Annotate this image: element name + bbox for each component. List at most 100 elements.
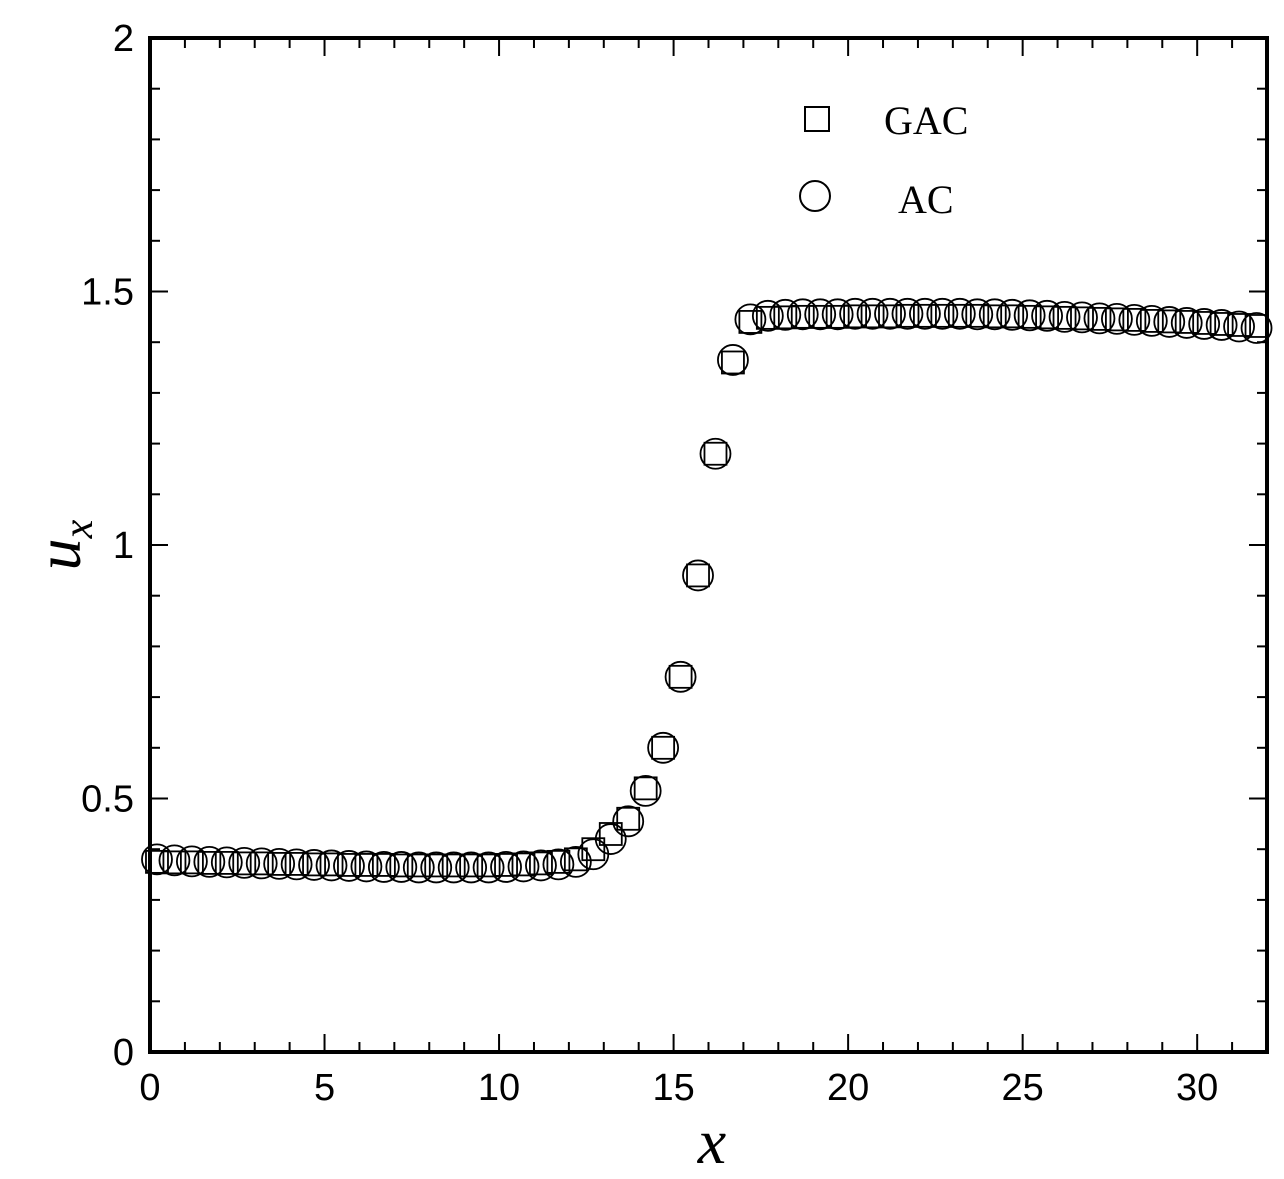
svg-text:ux: ux [23, 519, 102, 570]
x-tick-label: 25 [1002, 1067, 1044, 1109]
gac-point [267, 852, 292, 876]
gac-point [546, 849, 571, 874]
ac-point [769, 298, 802, 331]
ac-point [909, 297, 941, 330]
ac-point [786, 298, 819, 331]
ac-point [839, 297, 872, 330]
y-axis-title-group: ux [23, 519, 102, 570]
ac-point [751, 299, 784, 332]
x-tick-label: 20 [827, 1067, 869, 1109]
legend-marker-ac [799, 180, 831, 212]
gac-point [424, 853, 449, 878]
ac-point [1083, 302, 1116, 335]
gac-point [476, 853, 501, 878]
y-tick-label: 2 [113, 18, 134, 60]
ac-point [1048, 300, 1081, 333]
ac-point [1240, 312, 1273, 344]
ac-point [245, 847, 278, 880]
gac-point [773, 305, 798, 330]
ac-point [490, 851, 522, 883]
gac-point [633, 776, 658, 801]
x-tick-label: 15 [652, 1067, 694, 1109]
gac-point [459, 853, 484, 878]
ac-point [315, 849, 348, 882]
gac-point [982, 304, 1007, 329]
y-axis-title: u [23, 538, 94, 570]
ac-point [717, 344, 749, 376]
ac-point [350, 850, 383, 883]
gac-point [1000, 304, 1025, 329]
gac-point [843, 304, 868, 329]
gac-point [337, 853, 361, 877]
gac-point [790, 304, 815, 329]
gac-point [529, 851, 553, 876]
y-tick-label: 1.5 [81, 272, 134, 314]
gac-point [1227, 313, 1251, 337]
minor-ticks [150, 38, 1268, 1052]
gac-point [441, 853, 466, 878]
ac-point [1066, 301, 1098, 334]
ac-point [210, 846, 243, 879]
gac-point [1122, 307, 1147, 332]
gac-point [738, 310, 763, 334]
ac-point [874, 297, 906, 330]
ac-point [158, 844, 191, 877]
gac-point [214, 850, 239, 875]
gac-point [755, 305, 780, 330]
ac-point [1223, 310, 1255, 343]
ac-point [996, 298, 1029, 331]
gac-point [162, 850, 187, 875]
data-markers [141, 297, 1273, 884]
x-tick-label: 0 [139, 1067, 160, 1109]
ac-point [682, 559, 714, 592]
x-tick-label: 5 [314, 1067, 335, 1109]
ac-point [699, 437, 732, 470]
ac-point [455, 851, 488, 884]
gac-point [389, 853, 414, 878]
ac-point [263, 848, 296, 880]
gac-point [319, 852, 344, 877]
y-tick-label: 0 [113, 1032, 134, 1074]
ac-point [367, 851, 400, 883]
gac-point [825, 304, 850, 329]
y-tick-labels: 0 0.5 1 1.5 2 [81, 18, 134, 1074]
ac-point [1170, 307, 1203, 339]
ac-point [228, 846, 261, 879]
major-ticks [149, 37, 1267, 1053]
gac-point [721, 350, 745, 375]
ac-point [629, 774, 662, 807]
legend-label-gac: GAC [884, 98, 968, 143]
ac-point [1118, 303, 1151, 336]
gac-point [179, 850, 204, 875]
legend-label-ac: AC [898, 177, 954, 222]
gac-point [808, 304, 833, 329]
ac-point [821, 298, 854, 331]
gac-point [249, 851, 274, 876]
ac-point [926, 297, 959, 330]
gac-point [616, 806, 641, 831]
ac-point [804, 298, 837, 331]
ac-point [1031, 299, 1063, 332]
ac-point [280, 848, 313, 881]
x-tick-label: 30 [1176, 1067, 1218, 1109]
ac-point [437, 851, 470, 884]
ac-point [664, 660, 697, 693]
gac-point [668, 664, 693, 689]
gac-point [930, 303, 955, 328]
legend-marker-gac [804, 106, 830, 132]
gac-point [581, 837, 606, 862]
gac-point [686, 563, 710, 588]
ac-point [472, 851, 505, 884]
gac-point [1157, 309, 1182, 334]
ac-point [1205, 309, 1238, 341]
x-tick-label: 10 [478, 1067, 520, 1109]
ac-point [175, 845, 208, 878]
gac-point [511, 852, 536, 877]
gac-point [860, 304, 885, 329]
gac-point [1035, 305, 1059, 330]
ac-point [507, 850, 540, 883]
gac-point [232, 851, 257, 876]
ac-point [542, 848, 575, 881]
ac-point [1013, 299, 1046, 332]
